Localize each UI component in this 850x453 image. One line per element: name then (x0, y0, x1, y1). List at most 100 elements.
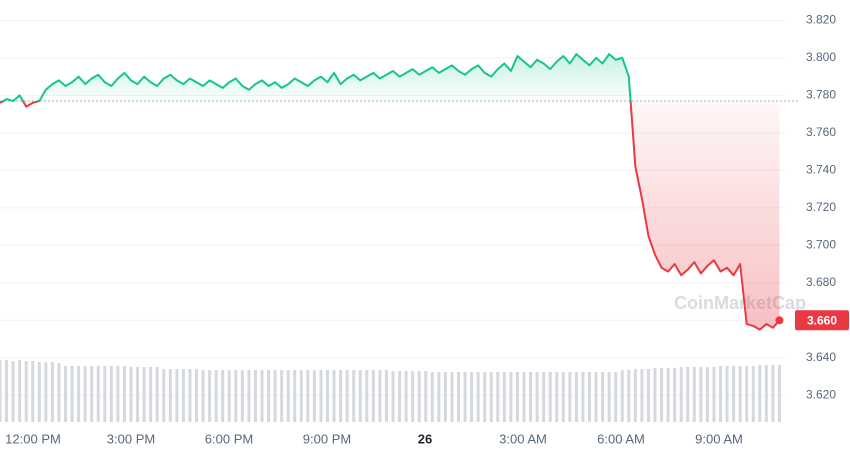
volume-bar (384, 370, 388, 422)
volume-bar (574, 372, 578, 422)
volume-bar (614, 372, 618, 422)
volume-bar (181, 369, 185, 422)
volume-bar (607, 372, 611, 422)
volume-bar (417, 371, 421, 422)
volume-bar (175, 369, 179, 422)
volume-bar (273, 370, 277, 422)
volume-bar (155, 367, 159, 422)
volume-bar (260, 370, 264, 422)
volume-bar (411, 371, 415, 422)
volume-bar (568, 372, 572, 422)
volume-bar (404, 371, 408, 422)
volume-bar (64, 366, 67, 422)
volume-bar (542, 372, 546, 422)
volume-bar (299, 370, 303, 422)
volume-bar (430, 372, 434, 422)
volume-bar (142, 367, 146, 422)
volume-bar (509, 372, 513, 422)
volume-bar (247, 370, 251, 422)
volume-bar (332, 370, 336, 422)
volume-bar (103, 366, 107, 422)
volume-bar (594, 372, 598, 422)
volume-bar (339, 370, 343, 422)
volume-bar (515, 372, 519, 422)
volume-bar (227, 370, 231, 422)
volume-bar (424, 371, 428, 422)
volume-bar (5, 360, 9, 422)
volume-bar (699, 367, 703, 422)
volume-bar (253, 370, 257, 422)
volume-bar (732, 366, 736, 422)
volume-bar (581, 372, 585, 422)
volume-bar (633, 369, 637, 422)
volume-bar (601, 372, 605, 422)
volume-bar (0, 360, 2, 422)
volume-bar (352, 370, 356, 422)
volume-bar (44, 362, 48, 422)
volume-bar (221, 370, 225, 422)
y-tick-label: 3.820 (806, 13, 836, 27)
volume-bar (483, 372, 487, 422)
volume-bar (312, 370, 316, 422)
volume-bar (437, 372, 441, 422)
volume-bar (208, 370, 212, 422)
x-tick-label: 6:00 PM (205, 431, 253, 446)
volume-bar (83, 366, 87, 422)
volume-bar (758, 365, 762, 422)
price-line (0, 53, 781, 331)
volume-bar (620, 370, 624, 422)
volume-bar (529, 372, 533, 422)
volume-bar (692, 367, 696, 422)
volume-bar (470, 372, 474, 422)
volume-bar (319, 370, 323, 422)
volume-bar (37, 362, 41, 422)
y-tick-label: 3.780 (806, 88, 836, 102)
y-tick-label: 3.620 (806, 387, 836, 401)
area (0, 54, 780, 330)
volume-bar (653, 368, 657, 422)
volume-bar (738, 366, 742, 422)
volume-bar (24, 361, 28, 422)
volume-bar (725, 366, 729, 422)
volume-bar (201, 370, 205, 422)
y-tick-label: 3.640 (806, 350, 836, 364)
volume-bar (450, 372, 454, 422)
volume-bar (588, 372, 591, 422)
x-tick-label: 26 (418, 431, 432, 446)
volume-bar (240, 370, 244, 422)
volume-bar (11, 361, 15, 422)
price-pill (795, 310, 849, 331)
volume-bar (640, 369, 644, 422)
volume-bar (646, 369, 650, 422)
volume-bar (326, 370, 329, 422)
volume-bar (548, 372, 552, 422)
volume-bar (751, 366, 755, 422)
volume-bar (535, 372, 539, 422)
volume-bar (90, 366, 94, 422)
volume-bar (286, 370, 290, 422)
volume-bar (771, 365, 775, 422)
volume-bar (660, 368, 664, 422)
volume-bar (502, 372, 506, 422)
volume-bar (398, 371, 402, 422)
volume-bar (666, 368, 670, 422)
volume-bar (293, 370, 297, 422)
y-tick-label: 3.700 (806, 237, 836, 251)
volume-bar (31, 361, 35, 422)
volume-bar (745, 366, 749, 422)
y-tick-label: 3.760 (806, 125, 836, 139)
volume-bar (457, 372, 460, 422)
volume-bar (686, 367, 690, 422)
watermark: CoinMarketCap (674, 293, 806, 313)
volume-bar (463, 372, 467, 422)
x-tick-label: 3:00 AM (499, 431, 547, 446)
y-tick-label: 3.740 (806, 162, 836, 176)
volume-bar (267, 370, 271, 422)
volume-bar (561, 372, 565, 422)
volume-bar (214, 370, 218, 422)
volume-bar (555, 372, 559, 422)
volume-bar (378, 370, 382, 422)
volume-bar (673, 368, 677, 422)
volume-bar (777, 365, 781, 422)
volume-bar (96, 366, 100, 422)
